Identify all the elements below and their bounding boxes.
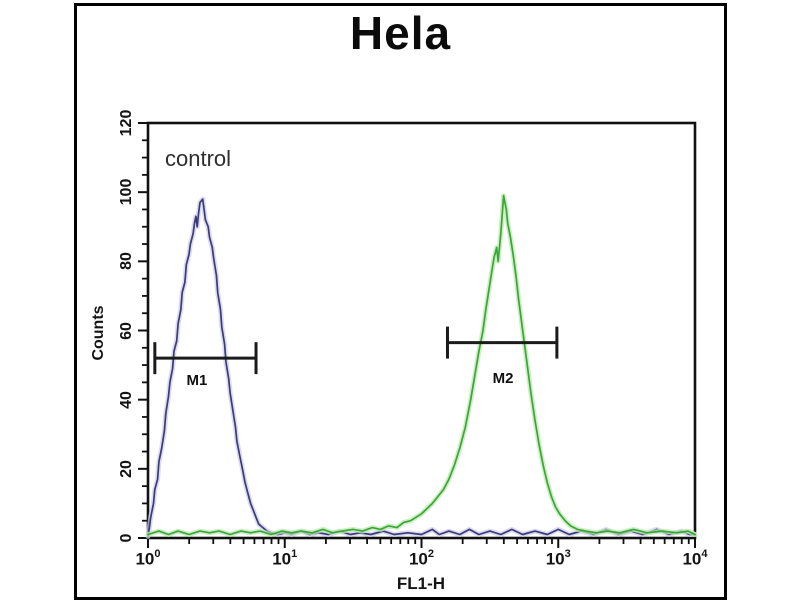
gate-label-M1: M1 [186, 372, 208, 389]
x-tick-label-10e3: 103 [545, 548, 571, 569]
x-axis-title: FL1-H [396, 574, 446, 593]
sample-curve [147, 194, 696, 536]
chart-title: Hela [349, 7, 452, 59]
gate-label-M2: M2 [492, 369, 514, 387]
y-tick-label-80: 80 [118, 252, 135, 271]
control-curve [147, 198, 696, 538]
x-tick-label-10e1: 101 [272, 548, 298, 569]
y-axis-title: Counts [90, 305, 107, 361]
control-annotation: control [165, 146, 232, 171]
y-tick-label-40: 40 [118, 390, 135, 409]
plot-frame [146, 121, 697, 540]
sample-curve-glow [145, 193, 698, 537]
y-tick-label-100: 100 [118, 178, 135, 206]
x-tick-label-10e2: 102 [408, 548, 435, 569]
x-tick-label-10e0: 100 [135, 548, 161, 569]
y-tick-label-0: 0 [118, 533, 135, 543]
y-tick-label-120: 120 [118, 109, 135, 137]
y-tick-label-60: 60 [118, 321, 135, 340]
control-curve-glow [145, 196, 698, 539]
y-tick-label-20: 20 [118, 459, 135, 478]
x-tick-label-10e4: 104 [682, 548, 708, 569]
